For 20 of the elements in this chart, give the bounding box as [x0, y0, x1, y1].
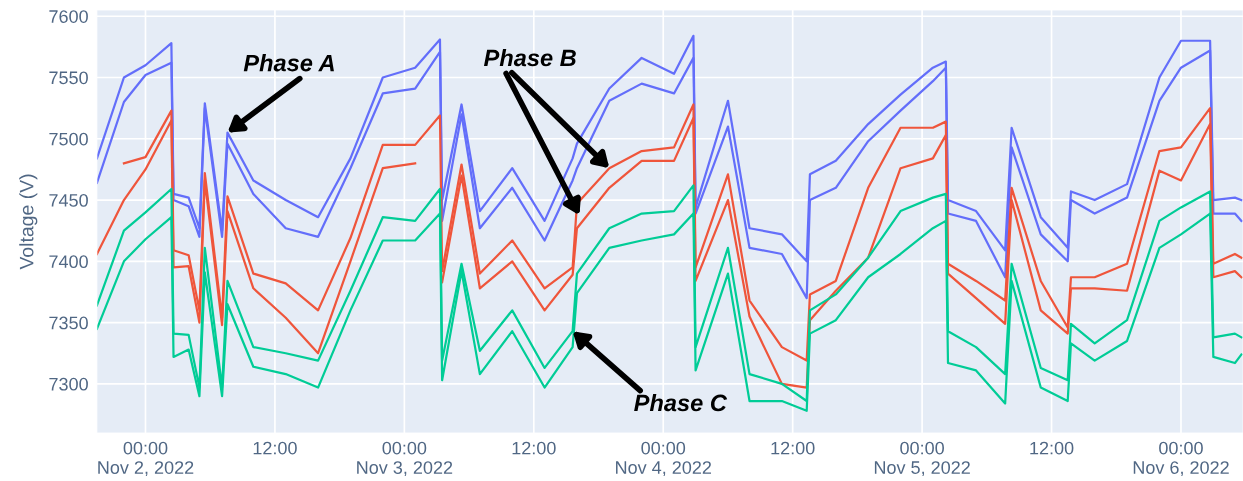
y-tick-label: 7400: [49, 255, 88, 269]
x-tick-label: 00:00 Nov 5, 2022: [874, 441, 970, 477]
y-tick-label: 7550: [49, 71, 88, 85]
x-tick-label: 12:00: [1030, 441, 1074, 455]
y-tick-label: 7300: [49, 377, 88, 391]
x-tick-label: 12:00: [253, 441, 297, 455]
annotation: Phase B: [483, 48, 576, 67]
y-tick-label: 7350: [49, 316, 88, 330]
y-tick-label: 7600: [49, 10, 88, 23]
x-tick-label: 00:00 Nov 3, 2022: [357, 441, 453, 477]
x-tick-label: 00:00 Nov 6, 2022: [1133, 441, 1229, 477]
x-tick-label: 12:00: [771, 441, 815, 455]
x-tick-label: 12:00: [512, 441, 556, 455]
x-tick-label: 00:00 Nov 2, 2022: [98, 441, 194, 477]
x-tick-label: 00:00 Nov 4, 2022: [616, 441, 712, 477]
y-axis-title: Voltage (V): [19, 174, 38, 270]
annotation: Phase A: [243, 54, 334, 72]
annotation: Phase C: [634, 393, 728, 412]
y-tick-label: 7500: [49, 132, 88, 146]
y-tick-label: 7450: [49, 193, 88, 207]
